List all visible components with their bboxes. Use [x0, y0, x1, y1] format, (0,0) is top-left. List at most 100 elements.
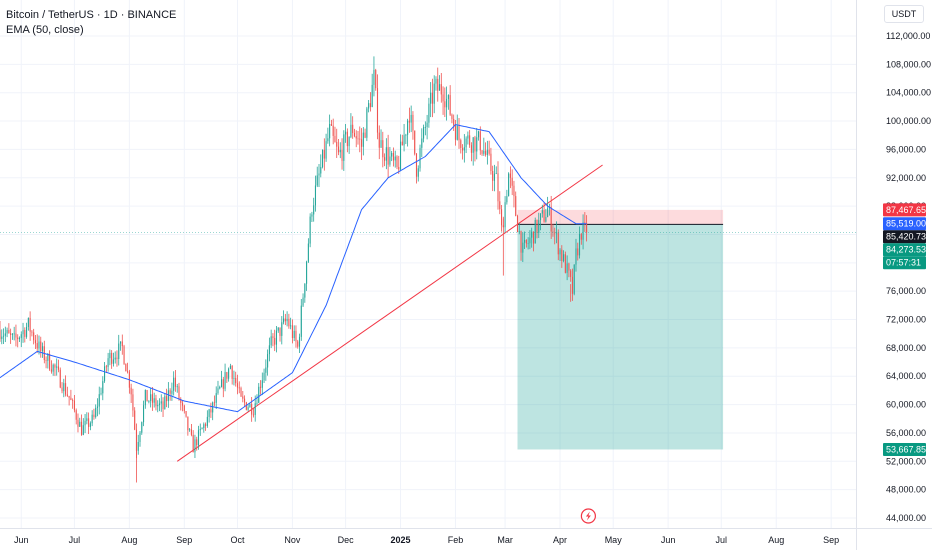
candle-body	[408, 120, 410, 123]
candle	[34, 335, 36, 350]
candle-body	[369, 103, 371, 108]
candle	[63, 378, 65, 398]
candle-body	[320, 167, 322, 174]
price-tag-label: 85,420.73	[886, 232, 926, 242]
candle-body	[96, 406, 99, 408]
candle	[509, 166, 511, 189]
candle	[38, 335, 40, 355]
candle-body	[306, 261, 308, 284]
candle-body	[8, 329, 10, 334]
candle	[197, 425, 200, 450]
candle-body	[125, 364, 127, 372]
candle-body	[398, 166, 400, 170]
candle	[54, 363, 56, 377]
candle	[206, 410, 208, 428]
candle-body	[89, 423, 91, 427]
candle	[274, 329, 276, 352]
candle-body	[410, 114, 412, 123]
candle	[524, 231, 526, 250]
candle	[65, 375, 67, 397]
candle-body	[249, 404, 251, 408]
candle-body	[353, 132, 356, 137]
candle	[70, 389, 72, 401]
candle-body	[162, 401, 164, 410]
candle-body	[584, 222, 586, 224]
candle-body	[70, 397, 72, 400]
candle-body	[534, 219, 536, 244]
candle-body	[40, 341, 42, 352]
candle-body	[449, 95, 451, 115]
candle	[116, 350, 118, 367]
price-tag-label: 53,667.85	[886, 444, 926, 454]
candle-body	[190, 429, 192, 435]
price-tag-bg	[883, 203, 926, 217]
candle	[208, 408, 210, 423]
time-axis[interactable]: Jun Jul Aug Sep Oct Nov Dec 2025 Feb Mar Apr May Jun…	[0, 528, 932, 546]
candle	[360, 128, 363, 161]
time-tick-label: Jul	[69, 535, 81, 545]
candle-body	[430, 92, 432, 104]
flash-icon-bolt[interactable]	[585, 511, 591, 521]
candle	[392, 147, 394, 167]
candle-body	[539, 213, 542, 221]
candle	[352, 116, 354, 139]
candle	[481, 149, 483, 156]
candle	[561, 245, 563, 268]
candle-body	[298, 336, 301, 347]
candle	[548, 203, 550, 216]
candle	[251, 397, 253, 422]
time-tick-label: May	[605, 535, 623, 545]
candlestick-series	[0, 56, 588, 483]
stop-loss-zone[interactable]	[517, 209, 724, 225]
candle-body	[447, 95, 449, 99]
candle	[359, 126, 361, 153]
candle	[320, 154, 322, 178]
candle-body	[121, 341, 123, 347]
candle	[213, 395, 215, 407]
candle-body	[10, 333, 12, 335]
candle	[100, 387, 102, 396]
price-axis[interactable]: 44,000.00 48,000.00 52,000.00 56,000.00 60,0…	[856, 0, 932, 550]
time-tick-label: Mar	[497, 535, 513, 545]
candle-body	[446, 98, 448, 108]
candle-body	[38, 341, 40, 349]
candle	[327, 127, 329, 144]
take-profit-zone[interactable]	[517, 224, 724, 450]
candle	[431, 78, 433, 118]
candle-body	[254, 403, 256, 415]
indicator-title[interactable]: EMA (50, close)	[6, 24, 84, 36]
candle-body	[91, 414, 93, 424]
candle	[244, 395, 246, 407]
candle-body	[247, 407, 249, 410]
time-tick-label: Nov	[284, 535, 301, 545]
trendline-drawing[interactable]	[176, 164, 603, 462]
candle-body	[189, 429, 191, 431]
candle-body	[277, 327, 279, 331]
candle	[247, 404, 249, 412]
candle-body	[160, 401, 162, 404]
symbol-title[interactable]: Bitcoin / TetherUS · 1D · BINANCE	[6, 9, 177, 21]
price-tick-label: 60,000.00	[886, 400, 926, 410]
candle	[410, 105, 412, 133]
trendline[interactable]	[176, 164, 603, 462]
candle	[329, 114, 331, 147]
candle-body	[290, 325, 292, 327]
candle-body	[212, 402, 214, 413]
candle-body	[571, 276, 573, 294]
candle	[33, 328, 35, 345]
candle-body	[20, 334, 22, 338]
candle-body	[236, 383, 239, 388]
candle-body	[119, 341, 122, 344]
candle	[493, 164, 496, 192]
candle	[281, 316, 283, 345]
candle	[391, 150, 393, 162]
currency-button[interactable]: USDT	[884, 5, 924, 23]
candle	[181, 400, 184, 412]
candle	[371, 73, 373, 108]
candle-body	[146, 389, 148, 402]
flash-icon[interactable]	[580, 508, 596, 524]
candle-body	[252, 414, 254, 416]
candle-body	[240, 388, 242, 397]
short-position-tool[interactable]	[517, 209, 724, 450]
